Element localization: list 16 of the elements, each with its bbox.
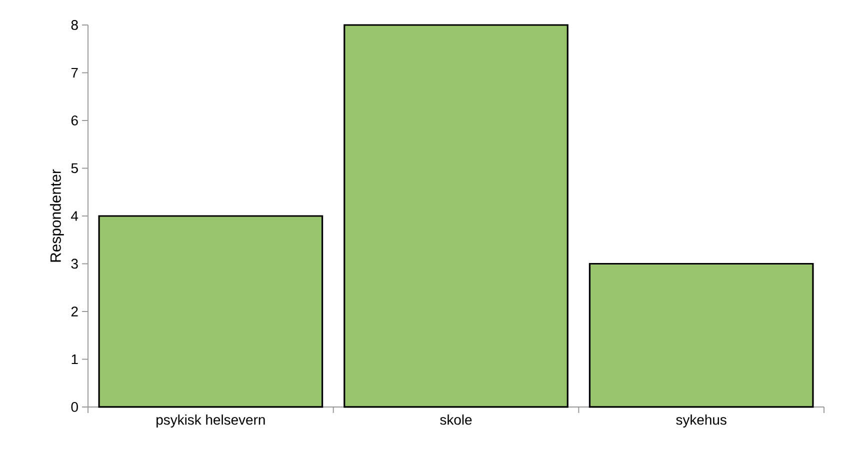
y-tick-label: 7 (71, 68, 78, 78)
bar (588, 262, 814, 408)
y-tick-label: 8 (71, 20, 78, 30)
x-tick-label: skole (440, 414, 472, 425)
y-tick-label: 4 (71, 211, 78, 221)
bar (98, 215, 324, 408)
y-tick-label: 5 (71, 163, 78, 174)
y-tick-label: 0 (71, 402, 78, 412)
bar (344, 24, 568, 408)
y-tick-label: 3 (71, 258, 78, 269)
x-tick-label: psykisk helsevern (156, 414, 265, 428)
x-tick-label: sykehus (676, 414, 726, 428)
y-axis-title: Respondenter (50, 169, 64, 262)
y-tick-label: 6 (71, 116, 78, 126)
y-tick-label: 2 (71, 306, 78, 316)
y-tick-label: 1 (72, 354, 78, 364)
